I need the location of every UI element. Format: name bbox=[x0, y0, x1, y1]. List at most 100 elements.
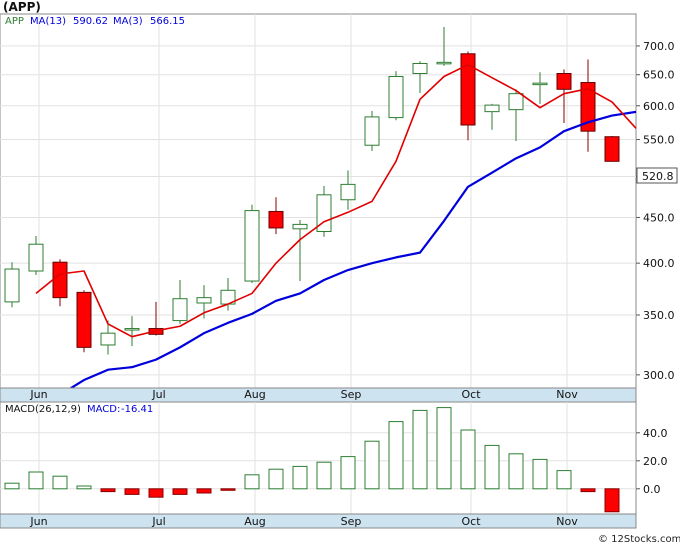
price-month-labels: Jun Jul Aug Sep Oct Nov bbox=[29, 388, 578, 401]
price-tick-label: 350.0 bbox=[643, 309, 675, 322]
price-month-label: Aug bbox=[244, 388, 265, 401]
candle-body-down bbox=[52, 261, 68, 299]
macd-month-labels: Jun Jul Aug Sep Oct Nov bbox=[29, 515, 578, 528]
candle-body-up bbox=[172, 298, 188, 322]
candle bbox=[532, 72, 548, 104]
candle-body-up bbox=[340, 183, 356, 201]
candle-body-up bbox=[28, 243, 44, 272]
macd-bar-positive bbox=[436, 407, 452, 490]
macd-bar-positive bbox=[508, 453, 524, 490]
price-candles bbox=[4, 26, 620, 355]
candle bbox=[124, 316, 140, 347]
macd-bar-positive bbox=[412, 409, 428, 490]
candle-body-up bbox=[508, 93, 524, 111]
candle-body-up bbox=[364, 116, 380, 146]
last-price-badge bbox=[636, 167, 678, 184]
candle bbox=[580, 59, 596, 152]
candle-body-up bbox=[436, 61, 452, 65]
macd-month-bar bbox=[0, 513, 637, 529]
legend-symbol: APP bbox=[5, 16, 24, 27]
price-month-label: Jun bbox=[29, 388, 47, 401]
legend-ma3-value: 566.15 bbox=[150, 16, 185, 27]
macd-month-label: Oct bbox=[461, 515, 481, 528]
macd-bar-positive bbox=[340, 456, 356, 490]
candle-body-down bbox=[580, 82, 596, 132]
price-tick-label: 700.0 bbox=[643, 40, 675, 53]
candle bbox=[28, 235, 44, 275]
macd-bar-negative bbox=[148, 488, 164, 498]
candle bbox=[316, 185, 332, 237]
chart-title: (APP) bbox=[3, 0, 41, 14]
macd-month-label: Nov bbox=[556, 515, 578, 528]
price-tick-label: 550.0 bbox=[643, 134, 675, 147]
candle-body-up bbox=[484, 104, 500, 113]
candle-body-up bbox=[124, 328, 140, 331]
macd-bar-negative bbox=[220, 488, 236, 491]
svg-text:APP MA(13) 590.62: APP MA(13) 590.62 MA(3) 566.15 bbox=[5, 16, 185, 27]
svg-text:MACD(26,12,9) MACD: -1: MACD(26,12,9) MACD: -16.41 bbox=[5, 404, 153, 415]
macd-bar-positive bbox=[52, 475, 68, 490]
macd-bar-negative bbox=[100, 488, 116, 493]
price-tick-label: 400.0 bbox=[643, 257, 675, 270]
macd-tick-label: 20.0 bbox=[643, 455, 668, 468]
price-tick-label: 450.0 bbox=[643, 211, 675, 224]
macd-bar-positive bbox=[4, 482, 20, 490]
macd-month-label: Jun bbox=[29, 515, 47, 528]
candle bbox=[4, 262, 20, 308]
candle-body-up bbox=[316, 194, 332, 232]
legend-ma3-label: MA(3) bbox=[113, 16, 143, 27]
candle bbox=[412, 61, 428, 94]
macd-bar-negative bbox=[580, 488, 596, 493]
ma3-line bbox=[35, 63, 637, 338]
candle bbox=[436, 26, 452, 66]
candle bbox=[52, 259, 68, 307]
candle bbox=[172, 280, 188, 324]
price-grid bbox=[0, 14, 636, 388]
legend-ma13-value: 590.62 bbox=[73, 16, 108, 27]
macd-legend-label: MACD(26,12,9) bbox=[5, 404, 81, 415]
candle bbox=[484, 103, 500, 130]
price-month-label: Nov bbox=[556, 388, 578, 401]
macd-bar-positive bbox=[28, 471, 44, 490]
macd-month-label: Aug bbox=[244, 515, 265, 528]
macd-bar-positive bbox=[292, 465, 308, 490]
macd-legend-value: -16.41 bbox=[121, 404, 153, 415]
candle bbox=[340, 170, 356, 210]
candle bbox=[244, 204, 260, 284]
macd-tick-label: 40.0 bbox=[643, 427, 668, 440]
macd-bar-negative bbox=[196, 488, 212, 494]
macd-y-axis: 0.0 20.0 40.0 bbox=[636, 427, 668, 496]
price-month-bar bbox=[0, 387, 637, 403]
candle-body-down bbox=[556, 72, 572, 90]
candle bbox=[556, 69, 572, 123]
macd-month-label: Jul bbox=[151, 515, 165, 528]
macd-panel bbox=[0, 401, 637, 515]
macd-bar-positive bbox=[364, 440, 380, 490]
candle bbox=[388, 71, 404, 121]
ma13-line bbox=[11, 110, 637, 423]
candle bbox=[364, 110, 380, 152]
legend-ma13-label: MA(13) bbox=[30, 16, 66, 27]
macd-bar-positive bbox=[388, 421, 404, 490]
macd-legend-value-label: MACD: bbox=[87, 404, 120, 415]
price-y-axis: 300.0350.0400.0450.0500.0550.0600.0650.0… bbox=[636, 40, 675, 382]
macd-bar-negative bbox=[604, 488, 620, 513]
candle-body-up bbox=[196, 297, 212, 304]
macd-bar-positive bbox=[268, 468, 284, 490]
candle-body-down bbox=[460, 53, 476, 126]
candle bbox=[292, 220, 308, 282]
candle bbox=[508, 89, 524, 141]
candle-body-up bbox=[532, 82, 548, 86]
price-tick-label: 650.0 bbox=[643, 69, 675, 82]
macd-bar-positive bbox=[76, 485, 92, 490]
macd-bar-positive bbox=[316, 461, 332, 490]
macd-bar-positive bbox=[532, 458, 548, 490]
last-price-label: 520.8 bbox=[642, 170, 674, 183]
candle-body-up bbox=[244, 210, 260, 282]
macd-tick-label: 0.0 bbox=[643, 483, 661, 496]
macd-month-label: Sep bbox=[341, 515, 362, 528]
moving-averages bbox=[11, 63, 637, 423]
price-month-label: Sep bbox=[341, 388, 362, 401]
candle bbox=[76, 290, 92, 353]
macd-bar-positive bbox=[460, 429, 476, 490]
